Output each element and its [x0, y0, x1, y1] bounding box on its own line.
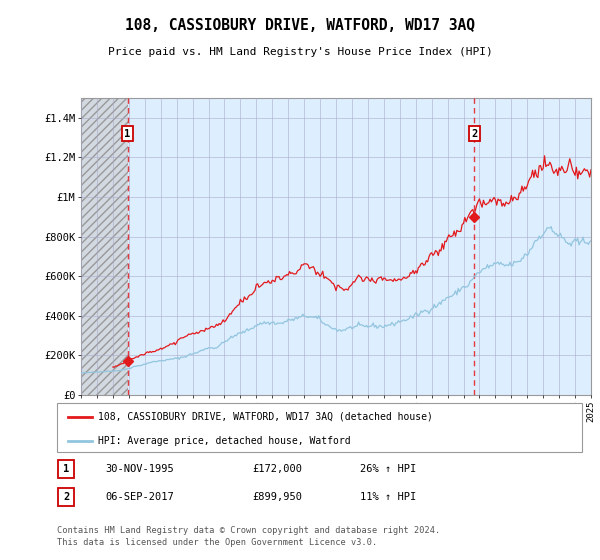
Text: £172,000: £172,000 [252, 464, 302, 474]
Text: £899,950: £899,950 [252, 492, 302, 502]
Text: 30-NOV-1995: 30-NOV-1995 [105, 464, 174, 474]
Text: 2: 2 [471, 129, 478, 139]
Text: 11% ↑ HPI: 11% ↑ HPI [360, 492, 416, 502]
Text: 108, CASSIOBURY DRIVE, WATFORD, WD17 3AQ: 108, CASSIOBURY DRIVE, WATFORD, WD17 3AQ [125, 18, 475, 32]
Bar [81, 98, 128, 395]
Text: 1: 1 [124, 129, 131, 139]
Text: 2: 2 [63, 492, 69, 502]
Text: 108, CASSIOBURY DRIVE, WATFORD, WD17 3AQ (detached house): 108, CASSIOBURY DRIVE, WATFORD, WD17 3AQ… [98, 412, 433, 422]
Text: Contains HM Land Registry data © Crown copyright and database right 2024.
This d: Contains HM Land Registry data © Crown c… [57, 526, 440, 547]
Text: 1: 1 [63, 464, 69, 474]
Text: 06-SEP-2017: 06-SEP-2017 [105, 492, 174, 502]
Text: 26% ↑ HPI: 26% ↑ HPI [360, 464, 416, 474]
Text: Price paid vs. HM Land Registry's House Price Index (HPI): Price paid vs. HM Land Registry's House … [107, 46, 493, 57]
Text: HPI: Average price, detached house, Watford: HPI: Average price, detached house, Watf… [98, 436, 350, 446]
Bar [81, 98, 128, 395]
